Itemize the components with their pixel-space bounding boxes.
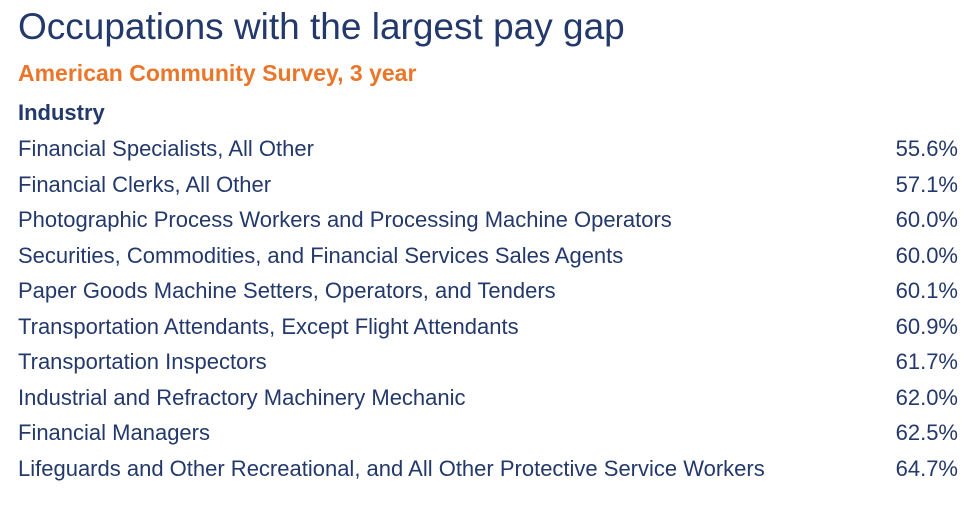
table-row: Securities, Commodities, and Financial S… (18, 241, 958, 277)
pay-ratio: 57.1% (895, 171, 958, 197)
occupation: Financial Specialists, All Other (18, 136, 314, 161)
title: Occupations with the largest pay gap (18, 6, 625, 47)
table: Financial Specialists, All Other 55.6% Fin… (18, 134, 958, 489)
table-row: Financial Managers 62.5% (18, 418, 958, 454)
table-row: Paper Goods Machine Setters, Operators, … (18, 276, 958, 312)
pay-ratio: 60.9% (895, 313, 958, 339)
pay-ratio: 60.0% (895, 242, 958, 268)
occupation: Financial Managers (18, 420, 210, 445)
table-row: Photographic Process Workers and Process… (18, 205, 958, 241)
occupation: Transportation Attendants, Except Flight… (18, 313, 519, 339)
occupation: Paper Goods Machine Setters, Operators, … (18, 278, 556, 303)
occupation: Photographic Process Workers and Process… (18, 207, 672, 232)
table-row: Industrial and Refractory Machinery Mech… (18, 383, 958, 419)
table-row: Transportation Attendants, Except Flight… (18, 312, 958, 348)
table-row: Lifeguards and Other Recreational, and A… (18, 454, 958, 490)
subtitle: American Community Survey, 3 year (18, 60, 417, 86)
pay-ratio: 60.0% (895, 207, 958, 232)
pay-ratio: 62.5% (895, 420, 958, 445)
table-row: Transportation Inspectors 61.7% (18, 347, 958, 383)
occupation: Transportation Inspectors (18, 349, 267, 374)
pay-ratio: 62.0% (895, 384, 958, 410)
occupation: Industrial and Refractory Machinery Mech… (18, 384, 466, 410)
pay-ratio: 61.7% (895, 349, 958, 374)
pay-ratio: 55.6% (895, 136, 958, 161)
occupation: Lifeguards and Other Recreational, and A… (18, 455, 765, 481)
pay-ratio: 60.1% (895, 278, 958, 303)
column-header: Industry (18, 100, 105, 125)
table-row: Financial Specialists, All Other 55.6% (18, 134, 958, 170)
table-row: Financial Clerks, All Other 57.1% (18, 170, 958, 206)
occupation: Financial Clerks, All Other (18, 171, 272, 197)
occupation: Securities, Commodities, and Financial S… (18, 242, 624, 268)
pay-ratio: 64.7% (895, 455, 958, 481)
